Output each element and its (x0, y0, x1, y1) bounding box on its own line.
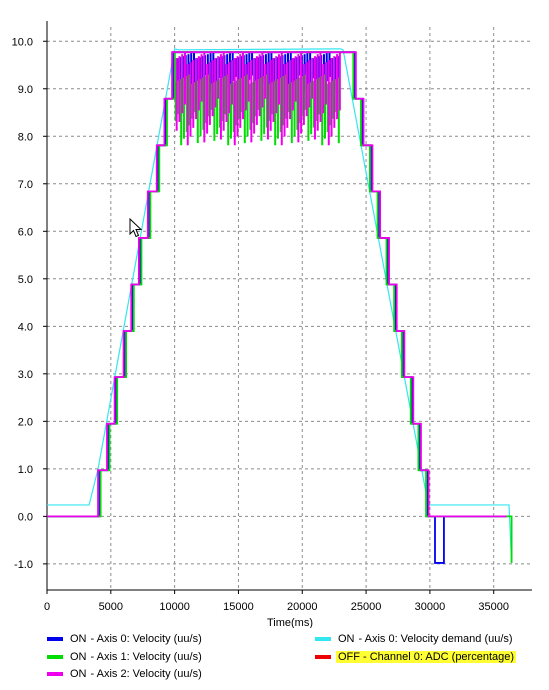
legend-item-axis0-velocity-demand[interactable]: ON - Axis 0: Velocity demand (uu/s) (315, 632, 515, 646)
legend-item-channel0-adc[interactable]: OFF - Channel 0: ADC (percentage) (315, 650, 517, 664)
x-tick-label: 15000 (223, 601, 254, 613)
legend-item-axis2-velocity[interactable]: ON - Axis 2: Velocity (uu/s) (47, 667, 204, 681)
legend-swatch (47, 655, 63, 659)
legend-swatch (315, 637, 331, 641)
x-axis-title: Time(ms) (267, 617, 313, 628)
legend-swatch (315, 655, 331, 659)
y-tick-label: 9.0 (18, 84, 33, 96)
tick-labels: 10.0 9.0 8.0 7.0 6.0 5.0 4.0 3.0 2.0 1.0 0.0 -1.0 0 5… (12, 36, 509, 613)
legend-label: - Axis 1: Velocity (uu/s) (90, 651, 202, 663)
legend: ON - Axis 0: Velocity (uu/s) ON - Axis 1… (0, 630, 549, 690)
y-tick-label: 0.0 (18, 511, 33, 523)
x-tick-label: 20000 (287, 601, 318, 613)
noise-band (174, 74, 340, 146)
x-tick-label: 5000 (99, 601, 123, 613)
x-tick-label: 25000 (351, 601, 382, 613)
legend-state: OFF (336, 651, 360, 663)
y-tick-label: 8.0 (18, 131, 33, 143)
noise-band (175, 52, 341, 146)
legend-state: ON (70, 668, 87, 680)
y-tick-label: 4.0 (18, 321, 33, 333)
x-tick-label: 35000 (478, 601, 509, 613)
legend-swatch (47, 672, 63, 676)
legend-label: - Axis 0: Velocity (uu/s) (90, 633, 202, 645)
y-tick-label: 1.0 (18, 464, 33, 476)
x-tick-label: 0 (44, 601, 50, 613)
y-tick-label: 5.0 (18, 274, 33, 286)
legend-label: - Axis 2: Velocity (uu/s) (90, 668, 202, 680)
legend-item-axis0-velocity[interactable]: ON - Axis 0: Velocity (uu/s) (47, 632, 204, 646)
y-tick-label: -1.0 (14, 559, 33, 571)
axes (43, 21, 532, 594)
x-tick-label: 30000 (415, 601, 446, 613)
mouse-pointer-icon (129, 218, 143, 238)
y-tick-label: 6.0 (18, 226, 33, 238)
legend-state: ON (70, 651, 87, 663)
chart-canvas: 10.0 9.0 8.0 7.0 6.0 5.0 4.0 3.0 2.0 1.0 0.0 -1.0 0 5… (12, 21, 532, 628)
x-tick-label: 10000 (159, 601, 190, 613)
series-line (47, 51, 507, 518)
legend-item-axis1-velocity[interactable]: ON - Axis 1: Velocity (uu/s) (47, 650, 204, 664)
legend-label: - Channel 0: ADC (percentage) (360, 651, 517, 663)
y-tick-label: 10.0 (12, 36, 33, 48)
legend-state: ON (70, 633, 87, 645)
series-line (47, 48, 513, 563)
series-layer (47, 48, 513, 564)
legend-label: - Axis 0: Velocity demand (uu/s) (358, 633, 513, 645)
legend-swatch (47, 637, 63, 641)
y-tick-label: 7.0 (18, 179, 33, 191)
y-tick-label: 2.0 (18, 416, 33, 428)
legend-state: ON (338, 633, 355, 645)
y-tick-label: 3.0 (18, 369, 33, 381)
